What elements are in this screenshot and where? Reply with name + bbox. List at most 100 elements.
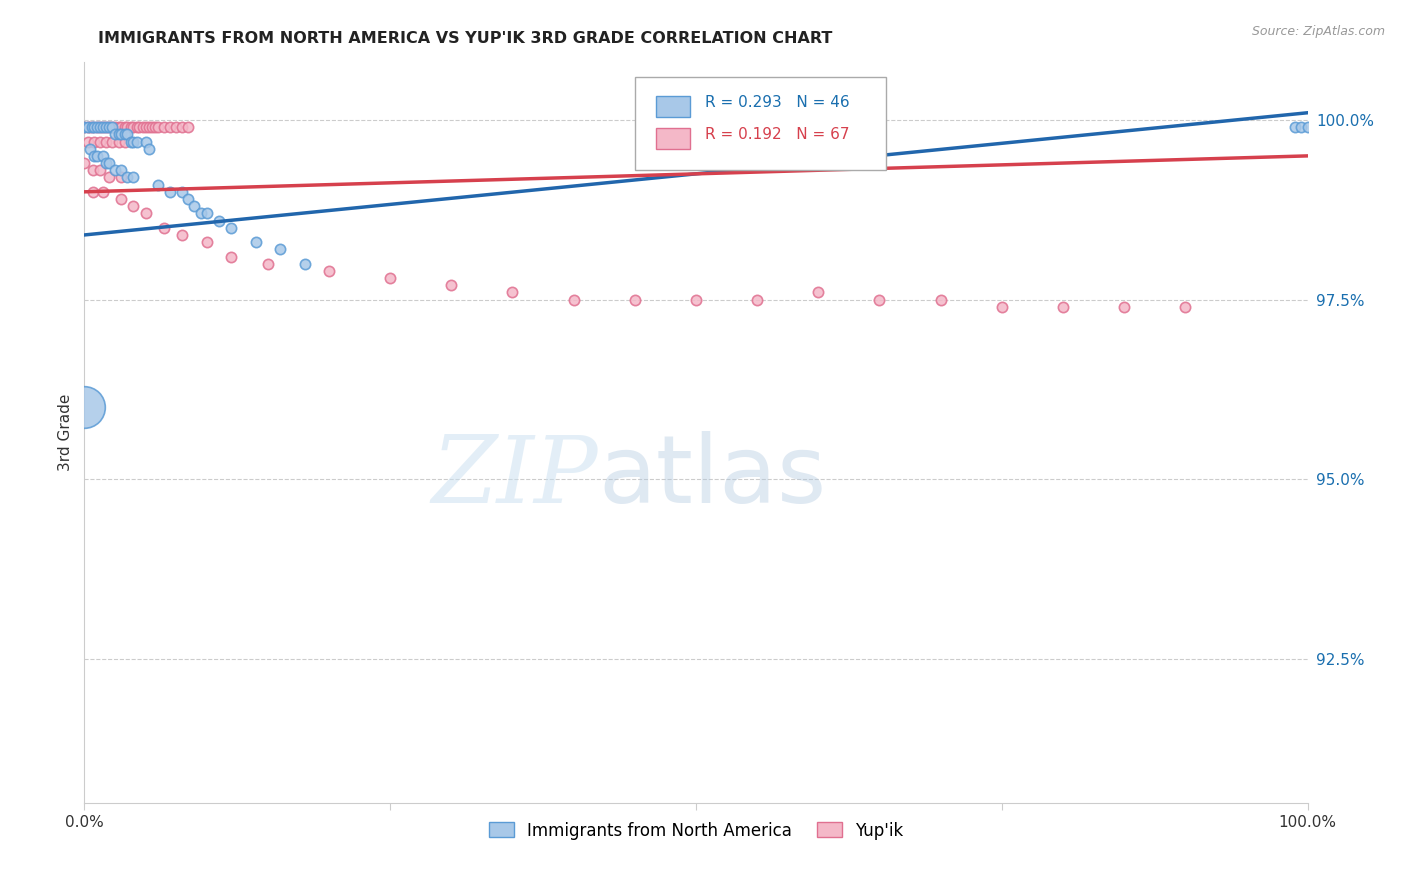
Point bbox=[115, 170, 138, 185]
Point bbox=[89, 135, 111, 149]
Point bbox=[1284, 120, 1306, 135]
Point bbox=[122, 135, 145, 149]
Point bbox=[110, 192, 132, 206]
Point bbox=[83, 120, 105, 135]
Point bbox=[73, 120, 96, 135]
Point bbox=[747, 293, 769, 307]
Point bbox=[141, 120, 163, 135]
Point bbox=[86, 120, 108, 135]
Point bbox=[110, 120, 132, 135]
Point bbox=[104, 120, 127, 135]
FancyBboxPatch shape bbox=[636, 78, 886, 169]
Point bbox=[318, 264, 340, 278]
Point bbox=[245, 235, 267, 249]
Point bbox=[257, 257, 280, 271]
Point bbox=[73, 156, 96, 170]
Point bbox=[86, 149, 108, 163]
Point bbox=[183, 199, 205, 213]
Point bbox=[132, 120, 155, 135]
Point bbox=[219, 250, 242, 264]
Point bbox=[685, 293, 707, 307]
Point bbox=[159, 185, 181, 199]
Point bbox=[172, 120, 194, 135]
Point bbox=[101, 120, 124, 135]
Point bbox=[80, 120, 103, 135]
Point bbox=[562, 293, 585, 307]
Point bbox=[195, 206, 218, 220]
Point bbox=[91, 120, 114, 135]
Point bbox=[101, 120, 124, 135]
Point bbox=[96, 156, 118, 170]
Legend: Immigrants from North America, Yup'ik: Immigrants from North America, Yup'ik bbox=[482, 815, 910, 847]
Point bbox=[107, 135, 129, 149]
Point bbox=[104, 163, 127, 178]
Point bbox=[125, 135, 148, 149]
Point bbox=[624, 293, 647, 307]
Text: ZIP: ZIP bbox=[432, 432, 598, 522]
Point bbox=[91, 120, 114, 135]
Point bbox=[135, 206, 157, 220]
Point bbox=[125, 120, 148, 135]
FancyBboxPatch shape bbox=[655, 96, 690, 117]
Point bbox=[294, 257, 316, 271]
Point bbox=[190, 206, 212, 220]
Point bbox=[77, 120, 100, 135]
Point bbox=[135, 135, 157, 149]
Point bbox=[143, 120, 166, 135]
Point bbox=[110, 170, 132, 185]
Point bbox=[929, 293, 952, 307]
Point bbox=[128, 120, 150, 135]
Point bbox=[83, 135, 105, 149]
Point bbox=[1296, 120, 1319, 135]
Point bbox=[82, 185, 104, 199]
Point bbox=[120, 135, 142, 149]
Point bbox=[77, 120, 100, 135]
Point bbox=[110, 128, 132, 142]
Point bbox=[104, 128, 127, 142]
Y-axis label: 3rd Grade: 3rd Grade bbox=[58, 394, 73, 471]
Point bbox=[73, 401, 96, 415]
Point bbox=[177, 192, 200, 206]
Point bbox=[172, 227, 194, 242]
Point bbox=[1174, 300, 1197, 314]
Point bbox=[107, 128, 129, 142]
Text: IMMIGRANTS FROM NORTH AMERICA VS YUP'IK 3RD GRADE CORRELATION CHART: IMMIGRANTS FROM NORTH AMERICA VS YUP'IK … bbox=[98, 31, 832, 46]
Point bbox=[159, 120, 181, 135]
Point bbox=[135, 120, 157, 135]
Point bbox=[86, 120, 108, 135]
Point bbox=[269, 243, 291, 257]
Point bbox=[177, 120, 200, 135]
Point bbox=[82, 163, 104, 178]
Point bbox=[1114, 300, 1136, 314]
Point bbox=[165, 120, 187, 135]
Point bbox=[114, 120, 136, 135]
Point bbox=[153, 120, 176, 135]
Point bbox=[208, 213, 231, 227]
Text: atlas: atlas bbox=[598, 431, 827, 523]
Point bbox=[114, 135, 136, 149]
Point bbox=[79, 120, 101, 135]
Point bbox=[122, 199, 145, 213]
Text: Source: ZipAtlas.com: Source: ZipAtlas.com bbox=[1251, 25, 1385, 38]
Point bbox=[440, 278, 463, 293]
FancyBboxPatch shape bbox=[655, 128, 690, 149]
Point bbox=[869, 293, 891, 307]
Point bbox=[96, 120, 118, 135]
Point bbox=[138, 142, 160, 156]
Point bbox=[110, 163, 132, 178]
Point bbox=[82, 120, 104, 135]
Point bbox=[89, 120, 111, 135]
Point bbox=[73, 120, 96, 135]
Point bbox=[172, 185, 194, 199]
Point bbox=[219, 220, 242, 235]
Point bbox=[1052, 300, 1074, 314]
Point bbox=[502, 285, 524, 300]
Text: R = 0.293   N = 46: R = 0.293 N = 46 bbox=[704, 95, 849, 110]
Point bbox=[101, 135, 124, 149]
Point bbox=[91, 149, 114, 163]
Point bbox=[115, 120, 138, 135]
Point bbox=[114, 128, 136, 142]
Point bbox=[91, 185, 114, 199]
Point bbox=[122, 170, 145, 185]
Point bbox=[1291, 120, 1313, 135]
